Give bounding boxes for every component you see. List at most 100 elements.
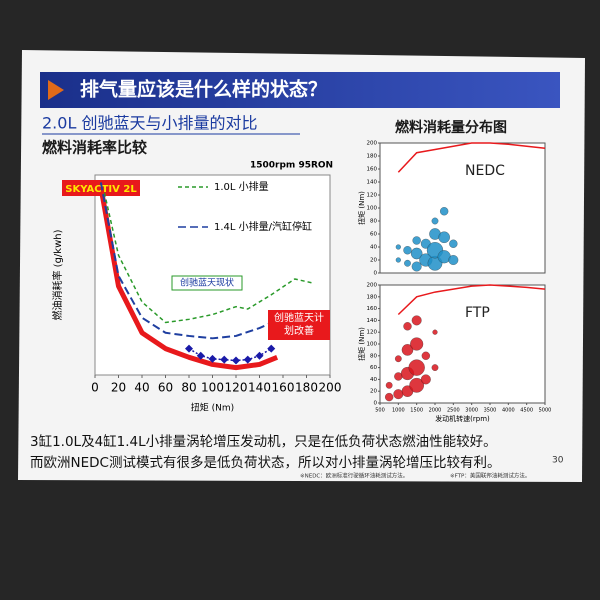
y-tick-label: 200 [367, 283, 378, 289]
y-tick-label: 180 [367, 294, 378, 300]
diamond-marker [196, 351, 205, 360]
subtitle: 2.0L 创驰蓝天与小排量的对比 [42, 114, 257, 133]
x-tick-label: 60 [158, 381, 173, 395]
y-tick-label: 40 [370, 245, 377, 251]
x-tick-label: 4500 [520, 408, 533, 414]
y-tick-label: 80 [370, 353, 377, 359]
slide-title: 排气量应该是什么样的状态？ [80, 78, 327, 101]
bubble [448, 255, 459, 265]
x-tick-label: 100 [201, 381, 224, 395]
bubble [432, 329, 438, 335]
bubble [410, 247, 423, 260]
x-tick-label: 1500 [410, 408, 423, 414]
bubble [404, 259, 411, 267]
y-tick-label: 100 [367, 206, 378, 212]
body-text: 而欧洲NEDC测试模式有很多是低负荷状态，所以对小排量涡轮增压比较有利。 [30, 454, 500, 471]
y-tick-label: 60 [370, 365, 377, 371]
x-tick-label: 500 [375, 408, 385, 414]
y-tick-label: 100 [367, 342, 378, 348]
y-tick-label: 0 [374, 271, 378, 277]
max-torque-line [397, 142, 546, 173]
x-tick-label: 2000 [429, 408, 442, 414]
diamond-marker [208, 354, 217, 363]
bubble [411, 315, 422, 326]
y-axis-label: 扭矩 (Nm) [357, 327, 366, 361]
y-tick-label: 40 [370, 377, 377, 383]
x-axis-label: 发动机转速(rpm) [435, 414, 490, 423]
diamond-marker [232, 356, 240, 365]
bubble [431, 217, 439, 225]
series-line [103, 192, 313, 324]
page-number: 30 [552, 456, 564, 466]
bubble [403, 322, 412, 331]
bubble [385, 392, 394, 402]
x-tick-label: 140 [248, 381, 271, 395]
y-tick-label: 20 [370, 389, 377, 395]
bubble [403, 246, 412, 255]
plot-area [94, 174, 331, 376]
plot-area [379, 284, 546, 404]
bubble [431, 364, 439, 371]
bubble [420, 374, 431, 385]
x-tick-label: 5000 [539, 408, 552, 414]
y-tick-label: 140 [367, 180, 378, 186]
y-tick-label: 180 [367, 154, 378, 160]
title-icon [48, 80, 64, 100]
bubble [411, 261, 422, 272]
x-tick-label: 180 [295, 381, 318, 395]
y-tick-label: 200 [367, 141, 378, 147]
footnote: ※FTP：美国联邦油耗测试方法。 [450, 472, 530, 480]
x-tick-label: 160 [272, 381, 295, 395]
y-axis-label: 燃油消耗率 (g/kwh) [51, 229, 64, 320]
bubble [408, 359, 425, 376]
condition: 1500rpm 95RON [250, 161, 333, 171]
x-tick-label: 4000 [502, 408, 515, 414]
x-tick-label: 200 [319, 381, 342, 395]
y-tick-label: 160 [367, 167, 378, 173]
legend-label: 1.4L 小排量/汽缸停缸 [214, 220, 312, 233]
title-bar [40, 72, 560, 108]
bubble [393, 389, 404, 400]
diamond-marker [220, 355, 229, 364]
legend-label: 1.0L 小排量 [214, 180, 269, 193]
x-tick-label: 3000 [465, 408, 478, 414]
bubble [401, 344, 414, 356]
callout: 创驰蓝天计划改善 [268, 310, 330, 340]
annotation-box [171, 275, 243, 291]
bubble [438, 231, 450, 243]
chart-title: FTP [465, 305, 490, 321]
diamond-marker [255, 351, 264, 360]
y-tick-label: 80 [370, 219, 377, 225]
diamond-marker [185, 344, 193, 353]
x-tick-label: 40 [134, 381, 149, 395]
y-tick-label: 20 [370, 258, 377, 264]
x-axis-label: 扭矩 (Nm) [191, 402, 234, 414]
footnote: ※NEDC：欧洲标准行驶循环油耗测试方法。 [300, 472, 408, 480]
x-tick-label: 0 [91, 381, 99, 395]
y-tick-label: 160 [367, 306, 378, 312]
diamond-marker [243, 355, 252, 364]
bubble [410, 337, 424, 351]
bubble [421, 351, 430, 360]
bubble [395, 257, 401, 263]
max-torque-line [397, 284, 546, 316]
bubble [395, 244, 401, 250]
y-tick-label: 140 [367, 318, 378, 324]
x-tick-label: 2500 [447, 408, 460, 414]
body-text: 3缸1.0L及4缸1.4L小排量涡轮增压发动机，只是在低负荷状态燃油性能较好。 [30, 433, 497, 450]
y-tick-label: 120 [367, 193, 378, 199]
bubble [440, 207, 449, 216]
bubble [412, 236, 421, 245]
diamond-marker [267, 344, 276, 353]
x-tick-label: 120 [225, 381, 248, 395]
chart-title: NEDC [465, 163, 505, 179]
x-tick-label: 80 [181, 381, 196, 395]
y-axis-label: 扭矩 (Nm) [357, 191, 366, 225]
bubble [409, 377, 425, 393]
section-right: 燃料消耗量分布图 [395, 119, 507, 136]
y-tick-label: 60 [370, 232, 377, 238]
x-tick-label: 1000 [392, 408, 405, 414]
annotation: 创驰蓝天现状 [180, 277, 234, 289]
bubble [385, 381, 393, 389]
